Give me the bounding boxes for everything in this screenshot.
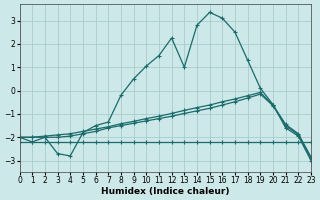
X-axis label: Humidex (Indice chaleur): Humidex (Indice chaleur) (101, 187, 229, 196)
